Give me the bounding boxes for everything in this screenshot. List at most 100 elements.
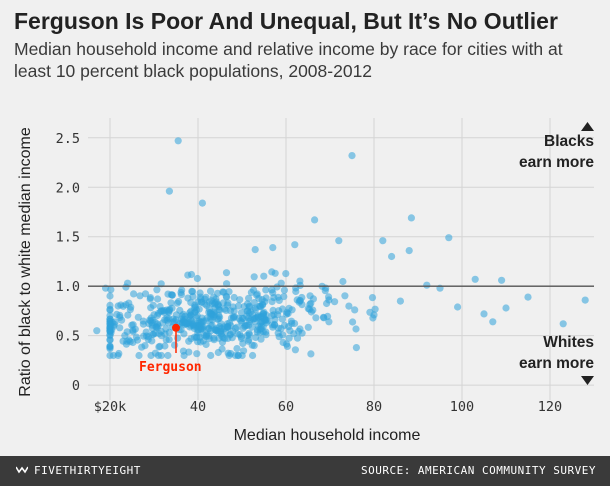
data-point (149, 301, 157, 309)
y-tick-label: 1.5 (56, 230, 80, 246)
data-point (489, 318, 497, 326)
data-points (93, 137, 589, 360)
data-point (221, 334, 229, 343)
data-point (179, 347, 187, 355)
data-point (312, 314, 320, 322)
data-point (199, 337, 207, 345)
data-point (269, 244, 277, 252)
data-point (193, 333, 201, 341)
data-point (502, 304, 510, 312)
data-point (268, 298, 276, 306)
data-point (174, 334, 182, 342)
data-point (193, 314, 201, 322)
data-point (454, 303, 462, 311)
data-point (285, 334, 293, 342)
data-point (185, 348, 193, 356)
ferguson-point (172, 323, 180, 332)
x-tick-label: 40 (190, 399, 206, 415)
data-point (244, 300, 252, 308)
data-point (405, 247, 413, 255)
data-point (274, 324, 282, 332)
data-point (236, 331, 244, 339)
data-point (171, 341, 179, 349)
data-point (311, 216, 319, 224)
data-point (205, 332, 213, 340)
data-point (352, 325, 360, 333)
data-point (292, 284, 300, 292)
footer-bar: FIVETHIRTYEIGHT SOURCE: AMERICAN COMMUNI… (0, 456, 610, 486)
data-point (262, 286, 270, 294)
data-point (348, 152, 356, 160)
data-point (222, 269, 231, 277)
data-point (220, 323, 228, 331)
data-point (189, 288, 197, 296)
data-point (309, 295, 317, 303)
data-point (233, 323, 241, 331)
data-point (296, 325, 304, 333)
data-point (260, 315, 268, 323)
data-point (240, 347, 248, 355)
data-point (136, 292, 144, 300)
data-point (196, 293, 204, 301)
data-point (165, 336, 173, 344)
data-point (238, 318, 246, 326)
data-point (144, 333, 152, 341)
data-point (165, 187, 173, 195)
data-point (282, 310, 291, 318)
data-point (180, 330, 188, 338)
data-point (124, 311, 132, 319)
data-point (325, 318, 333, 326)
data-point (106, 326, 114, 334)
data-point (245, 336, 253, 344)
data-point (234, 302, 243, 310)
data-point (212, 324, 221, 332)
x-tick-label: 60 (278, 399, 294, 415)
data-point (177, 291, 185, 299)
data-point (445, 234, 453, 242)
blacks-earn-more-line1: Blacks (544, 133, 594, 150)
data-point (164, 290, 172, 298)
data-point (407, 214, 415, 222)
data-point (148, 324, 156, 332)
data-point (335, 237, 343, 245)
data-point (257, 335, 265, 343)
data-point (237, 309, 246, 317)
data-point (218, 345, 226, 353)
data-point (129, 326, 137, 334)
data-point (160, 309, 169, 317)
data-point (236, 296, 244, 304)
data-point (277, 279, 285, 287)
data-point (271, 316, 279, 324)
data-point (124, 279, 132, 287)
data-point (524, 293, 532, 301)
data-point (254, 313, 262, 321)
data-point (349, 318, 357, 326)
data-point (220, 288, 228, 296)
data-point (331, 298, 339, 306)
brand-text: FIVETHIRTYEIGHT (34, 464, 141, 477)
ferguson-highlight (172, 323, 180, 353)
data-point (161, 316, 169, 324)
data-point (174, 137, 182, 145)
data-point (225, 288, 233, 296)
data-point (214, 301, 222, 309)
data-point (307, 350, 315, 358)
data-point (156, 342, 164, 350)
data-point (253, 290, 261, 298)
data-point (250, 299, 258, 307)
tick-labels: 0 0.5 1.0 1.5 2.0 2.5 $20k 40 60 80 100 120 (56, 131, 563, 415)
data-point (130, 290, 138, 298)
whites-earn-more-line2: earn more (519, 355, 594, 372)
data-point (198, 323, 206, 331)
data-point (274, 329, 282, 337)
data-point (388, 252, 396, 261)
data-point (282, 270, 290, 278)
data-point (187, 298, 195, 307)
data-point (341, 292, 349, 300)
data-point (182, 319, 190, 327)
data-point (114, 302, 122, 310)
data-point (304, 323, 312, 331)
data-point (125, 299, 133, 307)
data-point (283, 342, 291, 350)
data-point (278, 315, 286, 323)
